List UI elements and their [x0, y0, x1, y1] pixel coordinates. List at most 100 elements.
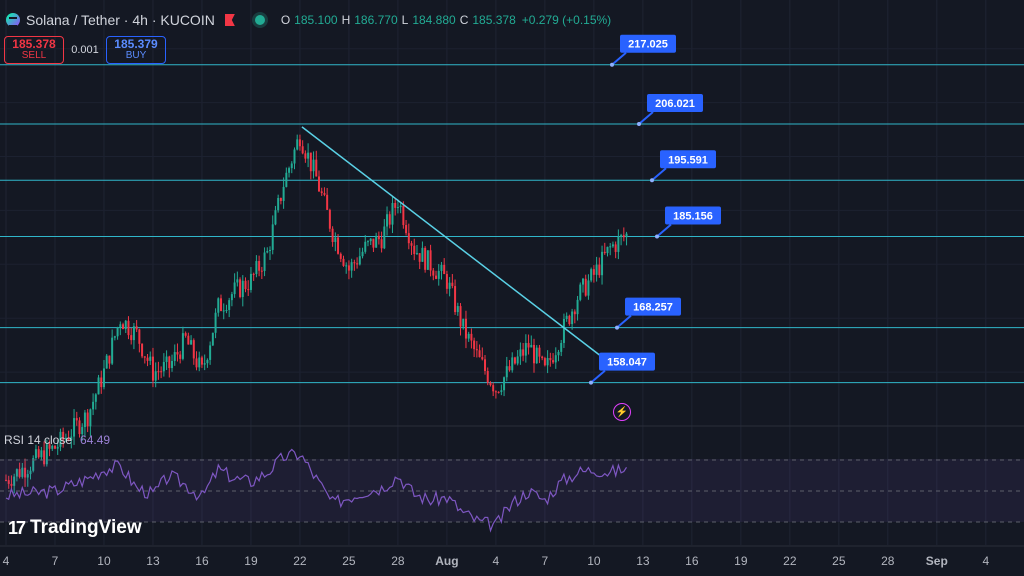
candle-body	[217, 298, 220, 313]
date-tick-label: 4	[493, 554, 500, 568]
rsi-legend[interactable]: RSI 14 close 64.49	[4, 433, 110, 447]
tradingview-logo[interactable]: 17 TradingView	[8, 517, 142, 539]
trendline[interactable]	[301, 126, 605, 360]
candle-body	[168, 356, 171, 369]
candle-body	[51, 445, 54, 449]
candle-body	[15, 469, 18, 477]
candle-body	[56, 446, 59, 449]
candle-body	[486, 370, 489, 383]
candle-body	[239, 279, 242, 298]
level-labels[interactable]: 217.025 206.021 195.591 185.156 168.257 158.0…	[589, 34, 721, 385]
candle-body	[470, 333, 473, 341]
candle-body	[198, 357, 201, 368]
flag-icon[interactable]	[224, 14, 235, 26]
candle-body	[317, 176, 320, 192]
date-tick-label: Sep	[926, 554, 948, 568]
candle-body	[279, 198, 282, 201]
date-tick-label: 16	[195, 554, 209, 568]
candle-body	[241, 280, 244, 298]
candle-body	[620, 235, 623, 237]
level-anchor-dot	[610, 62, 614, 67]
candle-body	[516, 356, 519, 364]
candle-body	[190, 340, 193, 345]
candle-body	[29, 470, 32, 475]
candle-body	[576, 299, 579, 315]
candle-body	[26, 474, 29, 478]
sell-button[interactable]: 185.378 SELL	[4, 36, 64, 64]
candle-body	[18, 469, 21, 477]
candle-body	[67, 437, 70, 441]
candle-body	[102, 368, 105, 388]
buy-price: 185.379	[114, 37, 158, 51]
lightning-alert-icon[interactable]: ⚡	[613, 403, 631, 421]
candle-body	[535, 347, 538, 364]
candle-body	[503, 377, 506, 391]
candle-body	[611, 244, 614, 247]
ohlc-values: O 185.100 H 186.770 L 184.880 C 185.378 +0.2…	[280, 13, 612, 27]
candle-body	[53, 445, 56, 449]
candle-body	[200, 357, 203, 365]
candle-body	[151, 356, 154, 381]
candle-body	[451, 282, 454, 287]
date-tick-label: 4	[3, 554, 10, 568]
candle-body	[388, 214, 391, 225]
candle-body	[478, 350, 481, 358]
candle-body	[494, 391, 497, 393]
candle-body	[233, 282, 236, 295]
candle-body	[568, 315, 571, 325]
date-tick-label: 22	[293, 554, 307, 568]
candle-body	[92, 401, 95, 410]
candle-body	[383, 226, 386, 249]
level-label-box	[625, 297, 681, 316]
candle-body	[598, 264, 601, 276]
candle-body	[505, 366, 508, 378]
close-value: 185.378	[472, 13, 516, 27]
candle-body	[32, 458, 35, 471]
candle-body	[459, 306, 462, 327]
candle-body	[206, 359, 209, 364]
candle-body	[266, 251, 269, 253]
candle-body	[269, 249, 272, 252]
level-label: 217.025	[628, 39, 668, 51]
candle-body	[429, 250, 432, 271]
candle-body	[492, 385, 495, 392]
candle-body	[94, 394, 97, 402]
candle-body	[89, 409, 92, 427]
candle-body	[592, 269, 595, 275]
candle-body	[454, 286, 457, 313]
candle-body	[157, 371, 160, 373]
candle-body	[122, 324, 125, 330]
candle-body	[467, 333, 470, 339]
symbol-title[interactable]: Solana / Tether · 4h · KUCOIN	[26, 12, 215, 28]
candle-body	[312, 159, 315, 172]
candle-body	[394, 202, 397, 208]
candle-body	[364, 241, 367, 252]
candle-body	[228, 300, 231, 310]
candle-body	[195, 358, 198, 368]
buy-button[interactable]: 185.379 BUY	[106, 36, 166, 64]
candle-body	[533, 344, 536, 364]
candle-body	[456, 306, 459, 313]
candle-body	[418, 253, 421, 262]
candle-body	[443, 264, 446, 275]
level-anchor-dot	[615, 325, 619, 330]
date-tick-label: 25	[342, 554, 356, 568]
candle-body	[124, 320, 127, 330]
candle-body	[7, 480, 10, 484]
candle-body	[64, 437, 67, 440]
horizontal-levels[interactable]	[0, 64, 1024, 384]
candle-body	[296, 139, 299, 150]
candle-body	[339, 253, 342, 259]
candle-body	[323, 193, 326, 195]
candle-body	[369, 238, 372, 242]
candle-body	[386, 214, 389, 227]
candle-body	[271, 224, 274, 250]
candle-body	[230, 294, 233, 301]
level-callout-pointer	[590, 369, 606, 384]
candle-body	[301, 146, 304, 154]
candle-body	[347, 265, 350, 271]
date-tick-label: 25	[832, 554, 846, 568]
candle-body	[244, 280, 247, 290]
candle-body	[298, 139, 301, 147]
